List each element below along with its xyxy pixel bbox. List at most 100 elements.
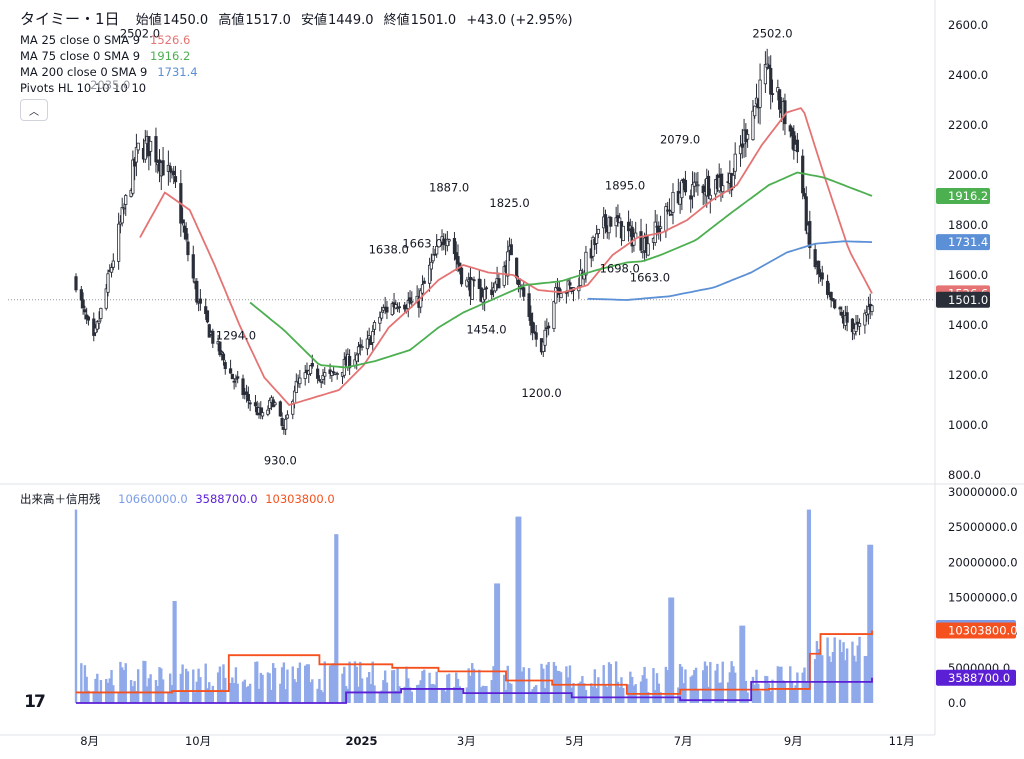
volume-bar <box>282 662 286 703</box>
candle-body <box>236 376 240 379</box>
candle-body <box>266 409 270 415</box>
time-tick-label: 8月 <box>80 734 99 748</box>
volume-bar <box>870 544 874 703</box>
time-tick-label: 5月 <box>565 734 584 748</box>
volume-bar <box>792 689 796 703</box>
candle-body <box>840 311 844 316</box>
candle-body <box>161 160 165 176</box>
candle-body <box>403 304 407 310</box>
candle-body <box>186 241 190 256</box>
candle-body <box>829 291 833 301</box>
price-badge-label: 1916.2 <box>948 189 988 203</box>
candle-body <box>406 300 410 309</box>
candle-body <box>778 89 782 110</box>
volume-bar <box>428 672 431 703</box>
volume-bar <box>471 663 474 703</box>
volume-bar <box>728 672 732 703</box>
candle-body <box>244 391 249 395</box>
volume-bar <box>367 672 371 703</box>
candle-body <box>783 100 787 125</box>
candle-body <box>431 254 435 262</box>
candle-body <box>427 264 432 284</box>
candle-body <box>701 185 705 194</box>
candle-body <box>454 252 458 260</box>
volume-bar <box>481 685 485 703</box>
symbol-name[interactable]: タイミー・1日 <box>20 10 120 28</box>
candle-body <box>198 298 202 304</box>
candle-body <box>552 301 556 329</box>
pivots-legend[interactable]: Pivots HL 10 10 10 102035.0 <box>20 78 188 96</box>
volume-bar <box>726 682 730 703</box>
volume-bar <box>280 667 284 703</box>
volume-bar <box>348 661 351 703</box>
candle-body <box>397 306 401 309</box>
volume-bar <box>705 665 708 703</box>
volume-bar <box>319 690 323 703</box>
ma25-legend[interactable]: MA 25 close 0 SMA 9 1526.6 <box>20 32 190 48</box>
volume-legend[interactable]: 出来高＋信用残 10660000.0 3588700.0 10303800.0 <box>20 491 335 507</box>
volume-badge <box>936 622 1016 639</box>
price-badge <box>936 291 990 308</box>
volume-bar <box>801 672 804 703</box>
candle-body <box>184 227 188 240</box>
volume-bar <box>629 671 632 703</box>
candle-body <box>332 371 336 374</box>
time-tick-label: 11月 <box>889 734 915 748</box>
candle-body <box>689 195 693 200</box>
candle-body <box>479 287 483 302</box>
volume-bar <box>92 691 95 703</box>
price-tick-label: 2000.0 <box>948 168 988 182</box>
candle-body <box>639 231 643 251</box>
candle-body <box>394 304 398 309</box>
candle-body <box>808 221 812 248</box>
volume-bar <box>270 689 273 703</box>
volume-bar <box>753 684 756 703</box>
candle-body <box>106 273 110 293</box>
candle-body <box>79 289 83 301</box>
collapse-legend-button[interactable]: ︿ <box>20 99 48 121</box>
candle-body <box>484 287 489 290</box>
volume-bar <box>709 662 712 703</box>
price-tick-label: 800.0 <box>948 468 981 482</box>
volume-bar <box>520 671 524 703</box>
volume-bar <box>781 680 785 703</box>
volume-bar <box>529 691 533 703</box>
candle-body <box>268 400 272 409</box>
candle-body <box>719 173 723 188</box>
volume-bar <box>234 667 238 703</box>
volume-bar <box>458 686 461 703</box>
candle-body <box>758 79 762 108</box>
candle-body <box>470 279 474 300</box>
volume-bar <box>311 679 314 703</box>
candle-body <box>541 341 545 352</box>
volume-bar <box>360 678 364 703</box>
volume-bar <box>702 670 705 703</box>
volume-bar <box>456 678 460 703</box>
volume-bar <box>112 685 115 703</box>
volume-badge <box>936 669 1016 686</box>
volume-bar <box>423 669 426 703</box>
tradingview-logo[interactable]: 17 <box>15 688 53 716</box>
volume-bar <box>630 676 634 703</box>
candle-body <box>696 184 700 187</box>
volume-bar <box>472 668 476 703</box>
volume-bar <box>542 668 545 703</box>
candle-body <box>866 306 871 315</box>
volume-bar <box>80 663 83 703</box>
candle-body <box>678 192 682 205</box>
candle-body <box>120 207 124 224</box>
candle-body <box>618 217 622 224</box>
price-tick-label: 1000.0 <box>948 418 988 432</box>
volume-bar <box>135 690 138 703</box>
pivot-label: 1887.0 <box>429 180 469 194</box>
volume-bar <box>417 684 421 703</box>
tradingview-logo-text: 17 <box>24 692 46 712</box>
ma75-legend[interactable]: MA 75 close 0 SMA 9 1916.2 <box>20 48 190 64</box>
volume-bar <box>328 665 332 703</box>
ma25-line <box>139 107 873 406</box>
time-tick-label: 9月 <box>784 734 803 748</box>
ma200-legend[interactable]: MA 200 close 0 SMA 9 1731.4 <box>20 64 198 80</box>
volume-bar <box>840 652 843 703</box>
volume-bar <box>323 661 326 703</box>
